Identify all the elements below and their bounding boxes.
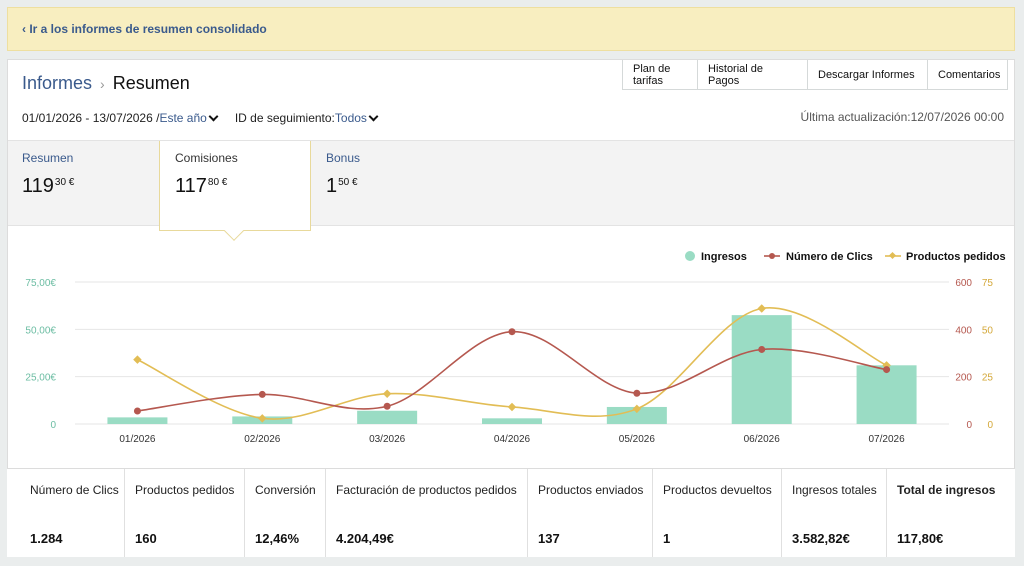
- point-numero-clics: [258, 390, 266, 398]
- stat-total-ingresos: Total de ingresos 117,80€: [886, 469, 1014, 557]
- tab-value: 150 €: [326, 175, 358, 197]
- chevron-down-icon[interactable]: [208, 111, 219, 121]
- stat-productos-devueltos: Productos devueltos 1: [652, 469, 781, 557]
- tracking-dropdown[interactable]: Todos: [334, 111, 367, 125]
- tab-value: 11930 €: [22, 175, 75, 197]
- point-productos-pedidos: [258, 414, 267, 423]
- tab-comisiones[interactable]: Comisiones 11780 €: [159, 141, 311, 241]
- stats-bar: Número de Clics 1.284 Productos pedidos …: [7, 468, 1015, 557]
- stat-numero-clics: Número de Clics 1.284: [7, 469, 124, 557]
- stat-label: Ingresos totales: [792, 483, 877, 497]
- point-numero-clics: [758, 345, 766, 353]
- x-tick-label: 06/2026: [744, 434, 781, 445]
- y-right-clicks-tick-label: 200: [955, 373, 972, 384]
- date-range: 01/01/2026 - 13/07/2026 /: [22, 111, 160, 125]
- point-productos-pedidos: [507, 402, 517, 412]
- point-numero-clics: [883, 366, 891, 374]
- performance-chart: 0 0 0 25,00€ 200 25 50,00€ 400 50 75,00€ 600 75 01/2…: [25, 251, 1006, 445]
- stat-productos-enviados: Productos enviados 137: [527, 469, 652, 557]
- x-tick-label: 02/2026: [244, 434, 281, 445]
- stat-value: 160: [135, 531, 157, 546]
- stat-value: 1: [663, 531, 671, 546]
- y-right-clicks-tick-label: 0: [966, 420, 972, 431]
- bar-ingresos: [482, 418, 542, 424]
- legend-label-ingresos: Ingresos: [701, 251, 747, 263]
- last-update-text: Última actualización:12/07/2026 00:00: [800, 110, 1004, 124]
- tab-label: Comisiones: [175, 151, 238, 165]
- breadcrumb-informes-link[interactable]: Informes: [22, 73, 93, 93]
- comentarios-button[interactable]: Comentarios: [927, 60, 1008, 90]
- point-numero-clics: [383, 402, 391, 410]
- stat-value: 12,46%: [255, 531, 300, 546]
- stat-label: Productos pedidos: [135, 483, 235, 497]
- point-numero-clics: [633, 389, 641, 397]
- x-tick-label: 07/2026: [868, 434, 905, 445]
- stat-label: Facturación de productos pedidos: [336, 483, 517, 497]
- chevron-down-icon[interactable]: [368, 111, 379, 121]
- y-left-tick-label: 0: [50, 420, 56, 431]
- y-right-clicks-tick-label: 400: [955, 325, 972, 336]
- legend-label-productos: Productos pedidos: [906, 251, 1006, 263]
- x-tick-label: 05/2026: [619, 434, 656, 445]
- point-numero-clics: [133, 407, 141, 415]
- legend-marker-clics: [769, 253, 775, 259]
- legend-marker-productos: [888, 251, 897, 260]
- breadcrumb: Informes › Resumen: [22, 73, 190, 94]
- stat-ingresos-totales: Ingresos totales 3.582,82€: [781, 469, 886, 557]
- stat-value: 4.204,49€: [336, 531, 394, 546]
- bar-ingresos: [357, 410, 418, 424]
- stat-label: Productos devueltos: [663, 483, 772, 497]
- back-banner: ‹ Ir a los informes de resumen consolida…: [7, 7, 1015, 51]
- y-right-products-tick-label: 25: [982, 373, 994, 384]
- bar-ingresos: [731, 315, 792, 424]
- descargar-informes-button[interactable]: Descargar Informes: [807, 60, 928, 90]
- stat-value: 3.582,82€: [792, 531, 850, 546]
- period-dropdown[interactable]: Este año: [159, 111, 207, 125]
- tab-value: 11780 €: [175, 175, 228, 197]
- historial-de-pagos-button[interactable]: Historial de Pagos: [697, 60, 808, 90]
- tab-label: Resumen: [22, 151, 74, 165]
- point-productos-pedidos: [382, 389, 392, 398]
- stat-conversion: Conversión 12,46%: [244, 469, 325, 557]
- legend-label-clics: Número de Clics: [786, 251, 873, 263]
- y-right-clicks-tick-label: 600: [955, 278, 972, 289]
- stat-label: Productos enviados: [538, 483, 644, 497]
- y-left-tick-label: 50,00€: [25, 325, 56, 336]
- tab-resumen[interactable]: Resumen 11930 €: [8, 141, 158, 227]
- y-right-products-tick-label: 0: [987, 420, 993, 431]
- point-numero-clics: [508, 328, 516, 336]
- breadcrumb-separator: ›: [100, 76, 105, 92]
- x-tick-label: 01/2026: [119, 434, 156, 445]
- point-productos-pedidos: [757, 304, 766, 313]
- stat-value: 1.284: [30, 531, 63, 546]
- tab-label: Bonus: [326, 151, 361, 165]
- stat-label: Número de Clics: [30, 483, 119, 497]
- back-to-consolidated-link[interactable]: ‹ Ir a los informes de resumen consolida…: [22, 22, 267, 36]
- plan-de-tarifas-button[interactable]: Plan de tarifas: [622, 60, 698, 90]
- tracking-label: ID de seguimiento:: [234, 111, 335, 125]
- page-title: Resumen: [112, 73, 190, 93]
- y-left-tick-label: 25,00€: [25, 373, 56, 384]
- bar-ingresos: [606, 406, 667, 424]
- x-tick-label: 03/2026: [369, 434, 406, 445]
- filters-row: 01/01/2026 - 13/07/2026 / Este año ID de…: [22, 111, 381, 125]
- stat-productos-pedidos: Productos pedidos 160: [124, 469, 244, 557]
- summary-tabs: Resumen 11930 € Comisiones 11780 € Bonus…: [8, 140, 1014, 241]
- stat-facturacion: Facturación de productos pedidos 4.204,4…: [325, 469, 527, 557]
- stat-label: Total de ingresos: [897, 483, 996, 497]
- tab-bonus[interactable]: Bonus 150 €: [312, 141, 462, 227]
- toolbar: Plan de tarifas Historial de Pagos Desca…: [622, 60, 1008, 90]
- y-right-products-tick-label: 50: [982, 325, 994, 336]
- stat-value: 117,80€: [897, 531, 944, 546]
- y-right-products-tick-label: 75: [982, 278, 994, 289]
- bar-ingresos: [107, 417, 168, 424]
- bar-ingresos: [856, 365, 917, 424]
- stat-value: 137: [538, 531, 560, 546]
- x-tick-label: 04/2026: [494, 434, 531, 445]
- point-productos-pedidos: [133, 355, 142, 364]
- point-productos-pedidos: [632, 404, 642, 414]
- stat-label: Conversión: [255, 483, 316, 497]
- legend-marker-ingresos: [685, 251, 695, 261]
- y-left-tick-label: 75,00€: [25, 278, 56, 289]
